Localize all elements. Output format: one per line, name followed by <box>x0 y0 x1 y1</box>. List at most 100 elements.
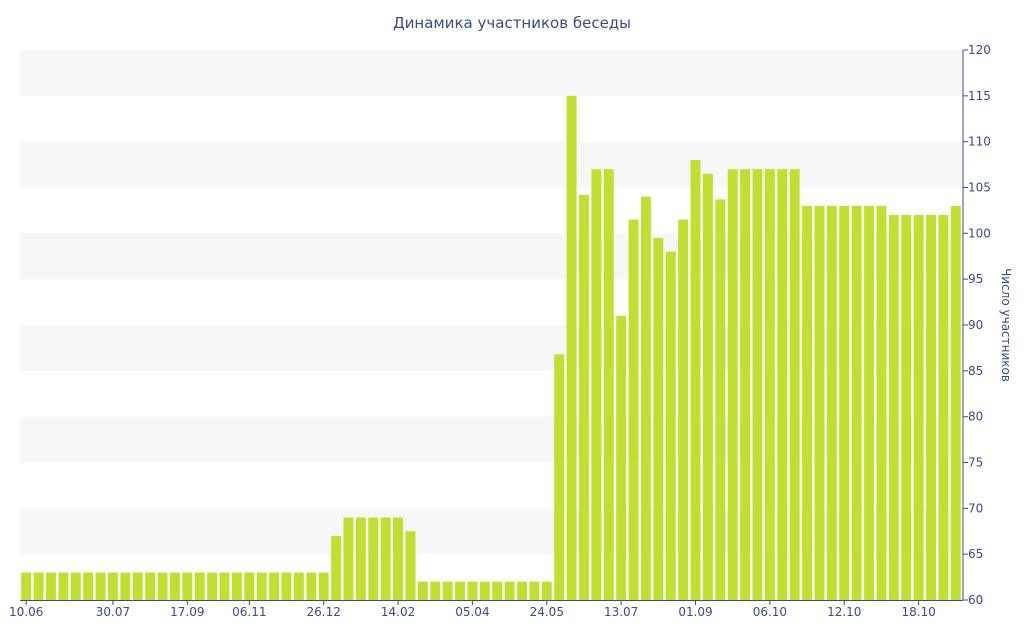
bar[interactable] <box>169 572 180 601</box>
bar[interactable] <box>566 95 577 600</box>
y-tick-label: 110 <box>968 135 991 149</box>
bar[interactable] <box>219 572 230 601</box>
bar[interactable] <box>318 572 329 601</box>
bar[interactable] <box>640 196 651 601</box>
bar[interactable] <box>157 572 168 601</box>
bar[interactable] <box>182 572 193 601</box>
bar[interactable] <box>802 205 813 600</box>
bars-group <box>21 95 961 601</box>
bar[interactable] <box>504 581 515 600</box>
x-tick-label: 17.09 <box>170 605 204 619</box>
bar[interactable] <box>715 199 726 601</box>
bar[interactable] <box>145 572 156 601</box>
bar[interactable] <box>690 160 701 600</box>
bar[interactable] <box>950 205 961 600</box>
bar[interactable] <box>740 169 751 601</box>
bar[interactable] <box>70 572 81 601</box>
bar[interactable] <box>864 205 874 600</box>
bar[interactable] <box>417 581 428 600</box>
bar[interactable] <box>913 215 924 600</box>
y-tick-label: 115 <box>968 89 991 103</box>
bar[interactable] <box>46 572 56 601</box>
y-tick-label: 80 <box>968 410 983 424</box>
bar[interactable] <box>269 572 280 601</box>
bar[interactable] <box>752 169 763 601</box>
x-tick-label: 14.02 <box>381 605 415 619</box>
bar[interactable] <box>58 572 69 601</box>
bar[interactable] <box>926 215 936 600</box>
bar[interactable] <box>603 169 614 601</box>
bar[interactable] <box>442 581 453 600</box>
y-tick-label: 90 <box>968 318 983 332</box>
bar[interactable] <box>21 572 32 601</box>
bar[interactable] <box>368 517 379 601</box>
bar[interactable] <box>727 169 738 601</box>
bar[interactable] <box>826 205 837 600</box>
x-tick-label: 30.07 <box>96 605 130 619</box>
bar[interactable] <box>851 205 862 600</box>
bar[interactable] <box>678 219 689 600</box>
chart-title: Динамика участников беседы <box>393 14 631 32</box>
bar[interactable] <box>777 169 788 601</box>
bar[interactable] <box>120 572 131 601</box>
bar[interactable] <box>541 581 552 600</box>
bar[interactable] <box>665 251 676 601</box>
bar[interactable] <box>455 581 465 600</box>
bar[interactable] <box>653 237 664 601</box>
bar[interactable] <box>207 572 218 601</box>
bar[interactable] <box>839 205 850 600</box>
bar[interactable] <box>876 205 887 600</box>
y-tick-label: 105 <box>968 181 991 195</box>
bar[interactable] <box>343 517 354 601</box>
bar[interactable] <box>591 169 602 601</box>
grid-band <box>20 50 962 96</box>
x-tick-label: 26.12 <box>306 605 340 619</box>
bar[interactable] <box>108 572 118 601</box>
bar[interactable] <box>529 581 540 600</box>
bar[interactable] <box>814 205 825 600</box>
y-tick-label: 75 <box>968 456 983 470</box>
bar[interactable] <box>579 194 589 600</box>
bar[interactable] <box>764 169 775 601</box>
bar[interactable] <box>628 219 639 600</box>
bar[interactable] <box>256 572 267 601</box>
bar[interactable] <box>306 572 317 601</box>
bar[interactable] <box>244 572 255 601</box>
x-tick-label: 01.09 <box>678 605 712 619</box>
bar[interactable] <box>281 572 292 601</box>
grid-band <box>20 141 962 188</box>
y-axis-label: Число участников <box>999 268 1013 382</box>
y-tick-label: 60 <box>968 593 983 607</box>
bar[interactable] <box>938 215 949 600</box>
y-tick-label: 70 <box>968 501 983 515</box>
bar[interactable] <box>331 535 342 600</box>
y-tick-label: 85 <box>968 364 983 378</box>
bar[interactable] <box>380 517 391 601</box>
x-tick-label: 05.04 <box>455 605 489 619</box>
bar[interactable] <box>194 572 205 601</box>
bar[interactable] <box>517 581 527 600</box>
bar[interactable] <box>467 581 478 600</box>
bar[interactable] <box>231 572 242 601</box>
bar[interactable] <box>492 581 503 600</box>
bar[interactable] <box>616 315 627 600</box>
bar[interactable] <box>479 581 490 600</box>
y-tick-label: 120 <box>968 43 991 57</box>
bar[interactable] <box>430 581 441 600</box>
bar[interactable] <box>888 215 899 600</box>
y-tick-label: 100 <box>968 226 991 240</box>
bar[interactable] <box>702 173 713 600</box>
bar[interactable] <box>293 572 304 601</box>
bar[interactable] <box>789 169 800 601</box>
bar[interactable] <box>95 572 106 601</box>
bar[interactable] <box>393 517 403 601</box>
bar[interactable] <box>901 215 912 600</box>
bar[interactable] <box>132 572 143 601</box>
bar[interactable] <box>83 572 94 601</box>
bar[interactable] <box>355 517 366 601</box>
bar[interactable] <box>554 354 565 600</box>
bar[interactable] <box>405 531 416 600</box>
bar[interactable] <box>33 572 44 601</box>
